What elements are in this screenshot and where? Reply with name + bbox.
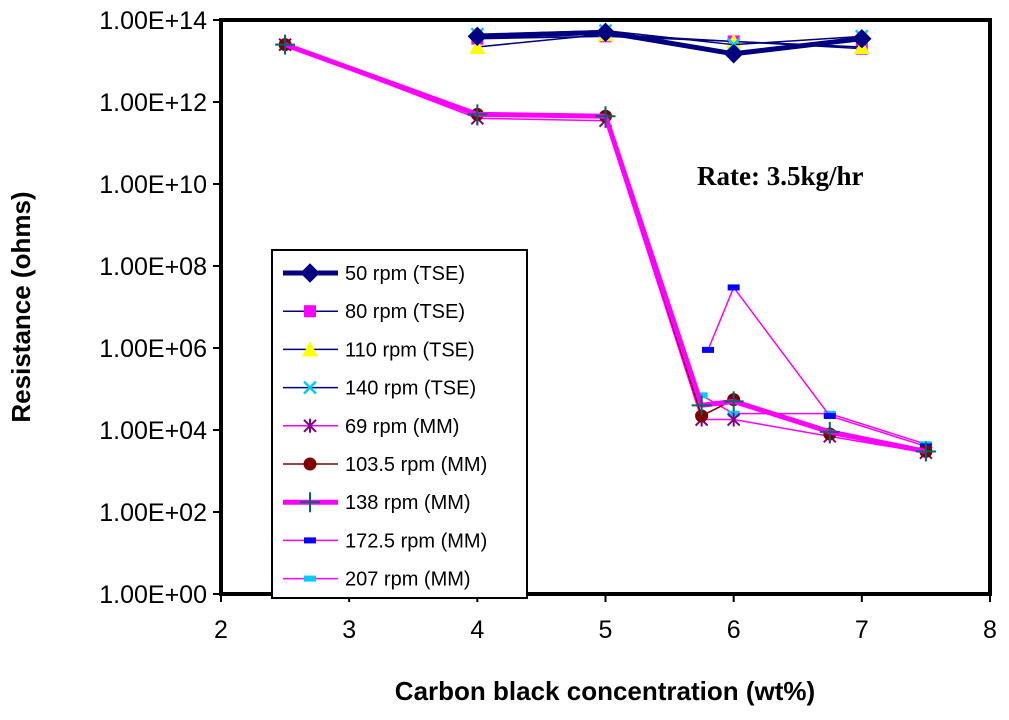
- legend-entry: 110 rpm (TSE): [283, 339, 475, 361]
- legend-entry: 138 rpm (MM): [283, 492, 471, 514]
- legend-swatch-marker: [304, 537, 316, 544]
- chart-annotation: Rate: 3.5kg/hr: [697, 161, 863, 191]
- data-point: [915, 441, 936, 462]
- legend-entry: 140 rpm (TSE): [283, 378, 476, 400]
- data-point: [595, 106, 616, 127]
- data-point: [852, 28, 872, 49]
- y-axis-title: Resistance (ohms): [6, 191, 36, 422]
- legend-entry: 80 rpm (TSE): [283, 301, 465, 323]
- legend-swatch-marker: [303, 418, 317, 433]
- data-point: [819, 421, 840, 442]
- y-tick-label: 1.00E+02: [99, 499, 207, 527]
- legend-label: 80 rpm (TSE): [345, 301, 465, 323]
- x-tick-label: 5: [599, 616, 613, 644]
- x-tick-label: 6: [727, 616, 741, 644]
- data-point: [467, 26, 488, 47]
- data-point: [726, 412, 741, 427]
- data-point: [469, 38, 486, 54]
- legend-label: 172.5 rpm (MM): [345, 530, 487, 552]
- legend-label: 110 rpm (TSE): [345, 339, 475, 361]
- y-tick-label: 1.00E+08: [99, 253, 207, 281]
- y-tick-label: 1.00E+12: [99, 89, 207, 117]
- legend-swatch-marker: [300, 492, 320, 513]
- data-point: [727, 284, 740, 291]
- legend-entry: 50 rpm (TSE): [283, 263, 465, 285]
- legend-swatch-marker: [302, 341, 318, 357]
- y-tick-label: 1.00E+10: [99, 171, 207, 199]
- legend: 50 rpm (TSE) 80 rpm (TSE) 110 rpm (TSE) 140…: [271, 249, 528, 599]
- y-tick-label: 1.00E+14: [99, 7, 207, 35]
- legend-swatch-marker: [303, 380, 317, 395]
- data-point: [691, 395, 712, 416]
- x-axis: 2 3 4 5 6 7 8: [214, 594, 997, 644]
- data-point: [467, 104, 488, 125]
- data-point: [275, 34, 296, 55]
- legend-label: 207 rpm (MM): [345, 569, 471, 591]
- data-point: [595, 22, 616, 43]
- x-tick-label: 8: [983, 616, 997, 644]
- data-point: [702, 346, 715, 353]
- legend-swatch-marker: [304, 575, 316, 582]
- legend-swatch-marker: [303, 457, 317, 471]
- series-line: [477, 29, 863, 57]
- x-tick-label: 7: [855, 616, 869, 644]
- legend-entry: 172.5 rpm (MM): [283, 530, 487, 552]
- data-point: [823, 412, 836, 419]
- data-point: [723, 44, 744, 64]
- series-0: [467, 22, 872, 64]
- legend-swatch-marker: [300, 263, 320, 283]
- y-tick-label: 1.00E+06: [99, 335, 207, 363]
- x-tick-label: 2: [214, 616, 228, 644]
- data-point: [695, 409, 709, 423]
- legend-label: 69 rpm (MM): [345, 416, 459, 438]
- y-axis: 1.00E+00 1.00E+02 1.00E+04 1.00E+06 1.00E+08…: [99, 7, 221, 609]
- x-tick-label: 4: [470, 616, 484, 644]
- y-tick-label: 1.00E+00: [99, 581, 207, 609]
- legend-entry: 207 rpm (MM): [283, 569, 471, 591]
- legend-label: 103.5 rpm (MM): [345, 454, 487, 476]
- data-point: [723, 391, 744, 412]
- series-layer: [275, 22, 936, 462]
- x-axis-title: Carbon black concentration (wt%): [395, 676, 815, 706]
- legend-entry: 103.5 rpm (MM): [283, 454, 487, 476]
- legend-label: 140 rpm (TSE): [345, 378, 476, 400]
- legend-label: 138 rpm (MM): [345, 492, 471, 514]
- legend-entry: 69 rpm (MM): [283, 416, 459, 438]
- series-line: [707, 286, 927, 448]
- series-6: [275, 34, 936, 462]
- x-tick-label: 3: [342, 616, 356, 644]
- y-tick-label: 1.00E+04: [99, 417, 207, 445]
- legend-label: 50 rpm (TSE): [345, 263, 465, 285]
- legend-swatch-marker: [304, 305, 316, 318]
